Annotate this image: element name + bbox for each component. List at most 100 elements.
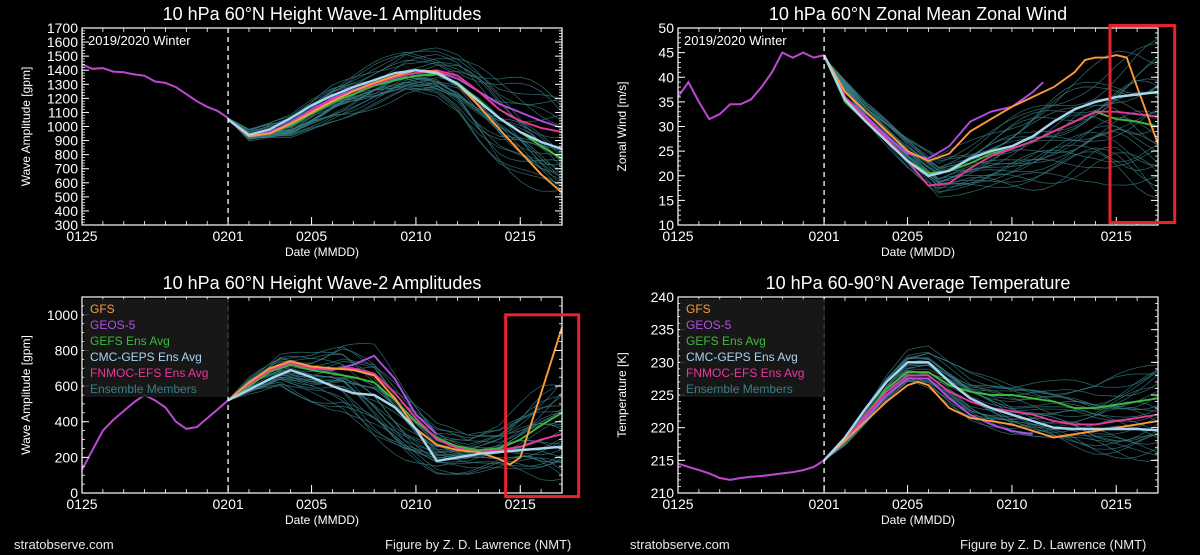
y-tick-label: 210: [651, 485, 675, 501]
chart-title: 10 hPa 60°N Height Wave-2 Amplitudes: [163, 273, 482, 293]
legend-entry: Ensemble Members: [90, 382, 197, 396]
series-line-cmc: [227, 68, 562, 151]
chart-title: 10 hPa 60°N Zonal Mean Zonal Wind: [769, 4, 1067, 24]
legend-box: [84, 299, 229, 397]
ensemble-member-line: [227, 81, 562, 171]
legend-entry: FNMOC-EFS Ens Avg: [90, 366, 208, 380]
x-tick-label: 0201: [809, 496, 840, 512]
ensemble-members: [227, 47, 562, 192]
ensemble-member-line: [823, 43, 1158, 164]
ensemble-member-line: [823, 357, 1158, 461]
x-tick-label: 0201: [809, 228, 840, 244]
series-line-gfs: [227, 69, 562, 194]
x-tick-label: 0201: [213, 228, 244, 244]
footer-site-left: stratobserve.com: [14, 537, 114, 552]
legend-entry: GFS: [686, 302, 711, 316]
y-axis-label: Wave Amplitude [gpm]: [19, 335, 33, 455]
y-tick-label: 200: [55, 449, 79, 465]
ensemble-member-line: [227, 85, 562, 192]
chart-title: 10 hPa 60-90°N Average Temperature: [766, 273, 1071, 293]
y-tick-label: 15: [658, 192, 674, 208]
ensemble-member-line: [823, 57, 1158, 189]
footer-credit-right: Figure by Z. D. Lawrence (NMT): [960, 537, 1147, 552]
legend-entry: GEOS-5: [686, 318, 732, 332]
legend-entry: CMC-GEPS Ens Avg: [686, 350, 798, 364]
y-tick-label: 1100: [48, 104, 78, 120]
ensemble-member-line: [823, 358, 1158, 461]
y-axis-label: Wave Amplitude [gpm]: [19, 67, 33, 187]
y-tick-label: 220: [651, 420, 675, 436]
y-tick-label: 500: [55, 189, 79, 205]
legend-box: [680, 299, 825, 397]
legend-entry: GEOS-5: [90, 318, 136, 332]
x-tick-label: 0205: [296, 228, 327, 244]
x-tick-label: 0210: [400, 228, 431, 244]
series-line-cmc: [823, 54, 1158, 178]
ensemble-member-line: [227, 50, 562, 131]
y-tick-label: 225: [651, 387, 675, 403]
y-tick-label: 900: [55, 133, 79, 149]
y-tick-label: 40: [658, 69, 674, 85]
y-tick-label: 235: [651, 322, 675, 338]
season-label: 2019/2020 Winter: [684, 33, 787, 48]
x-tick-label: 0125: [66, 228, 97, 244]
observed-overlay-line: [678, 459, 825, 481]
legend-entry: Ensemble Members: [686, 382, 793, 396]
series-group: [82, 63, 562, 194]
season-label: 2019/2020 Winter: [88, 33, 191, 48]
ensemble-member-line: [227, 47, 562, 132]
series-line-gfs: [823, 380, 1158, 461]
legend-entry: GFS: [90, 302, 115, 316]
x-tick-label: 0210: [996, 228, 1027, 244]
x-tick-label: 0215: [1101, 496, 1132, 512]
y-tick-label: 20: [658, 168, 674, 184]
ensemble-member-line: [227, 59, 562, 133]
y-tick-label: 700: [55, 161, 79, 177]
legend-entry: CMC-GEPS Ens Avg: [90, 350, 202, 364]
observed-overlay-line: [82, 394, 229, 470]
y-tick-label: 230: [651, 354, 675, 370]
ensemble-member-line: [823, 57, 1158, 175]
observed-overlay-line: [678, 52, 825, 120]
ensemble-member-line: [227, 81, 562, 176]
y-tick-label: 600: [55, 175, 79, 191]
chart-wave1: 10 hPa 60°N Height Wave-1 Amplitudes 3004…: [19, 4, 563, 259]
highlight-box: [1108, 24, 1177, 225]
x-tick-label: 0210: [400, 496, 431, 512]
legend-entry: FNMOC-EFS Ens Avg: [686, 366, 804, 380]
x-tick-label: 0215: [505, 496, 536, 512]
y-tick-label: 35: [658, 94, 674, 110]
y-tick-label: 1000: [47, 307, 78, 323]
y-tick-label: 1500: [47, 48, 78, 64]
series-line-fnmoc: [823, 54, 1158, 187]
y-tick-label: 1300: [47, 76, 78, 92]
chart-title: 10 hPa 60°N Height Wave-1 Amplitudes: [163, 4, 482, 24]
y-tick-label: 400: [55, 414, 79, 430]
x-tick-label: 0215: [505, 228, 536, 244]
y-tick-label: 240: [651, 289, 675, 305]
y-tick-label: 25: [658, 143, 674, 159]
x-tick-label: 0125: [662, 496, 693, 512]
x-tick-label: 0205: [892, 228, 923, 244]
ensemble-member-line: [227, 88, 562, 187]
ensemble-member-line: [823, 345, 1158, 461]
x-tick-label: 0205: [892, 496, 923, 512]
ensemble-member-line: [823, 364, 1158, 461]
y-tick-label: 50: [658, 20, 674, 36]
x-tick-label: 0205: [296, 496, 327, 512]
ensemble-member-line: [823, 38, 1158, 168]
x-tick-label: 0210: [996, 496, 1027, 512]
legend-entry: GEFS Ens Avg: [90, 334, 170, 348]
y-axis-label: Zonal Wind [m/s]: [615, 81, 629, 171]
y-tick-label: 400: [55, 203, 79, 219]
y-tick-label: 1700: [47, 20, 78, 36]
x-tick-label: 0125: [66, 496, 97, 512]
series-group: [678, 361, 1158, 481]
y-axis-label: Temperature [K]: [615, 352, 629, 437]
legend-entry: GEFS Ens Avg: [686, 334, 766, 348]
series-line-geos5: [823, 377, 1033, 461]
footer-site-right: stratobserve.com: [630, 537, 730, 552]
observed-overlay-line: [82, 64, 229, 119]
x-tick-label: 0125: [662, 228, 693, 244]
